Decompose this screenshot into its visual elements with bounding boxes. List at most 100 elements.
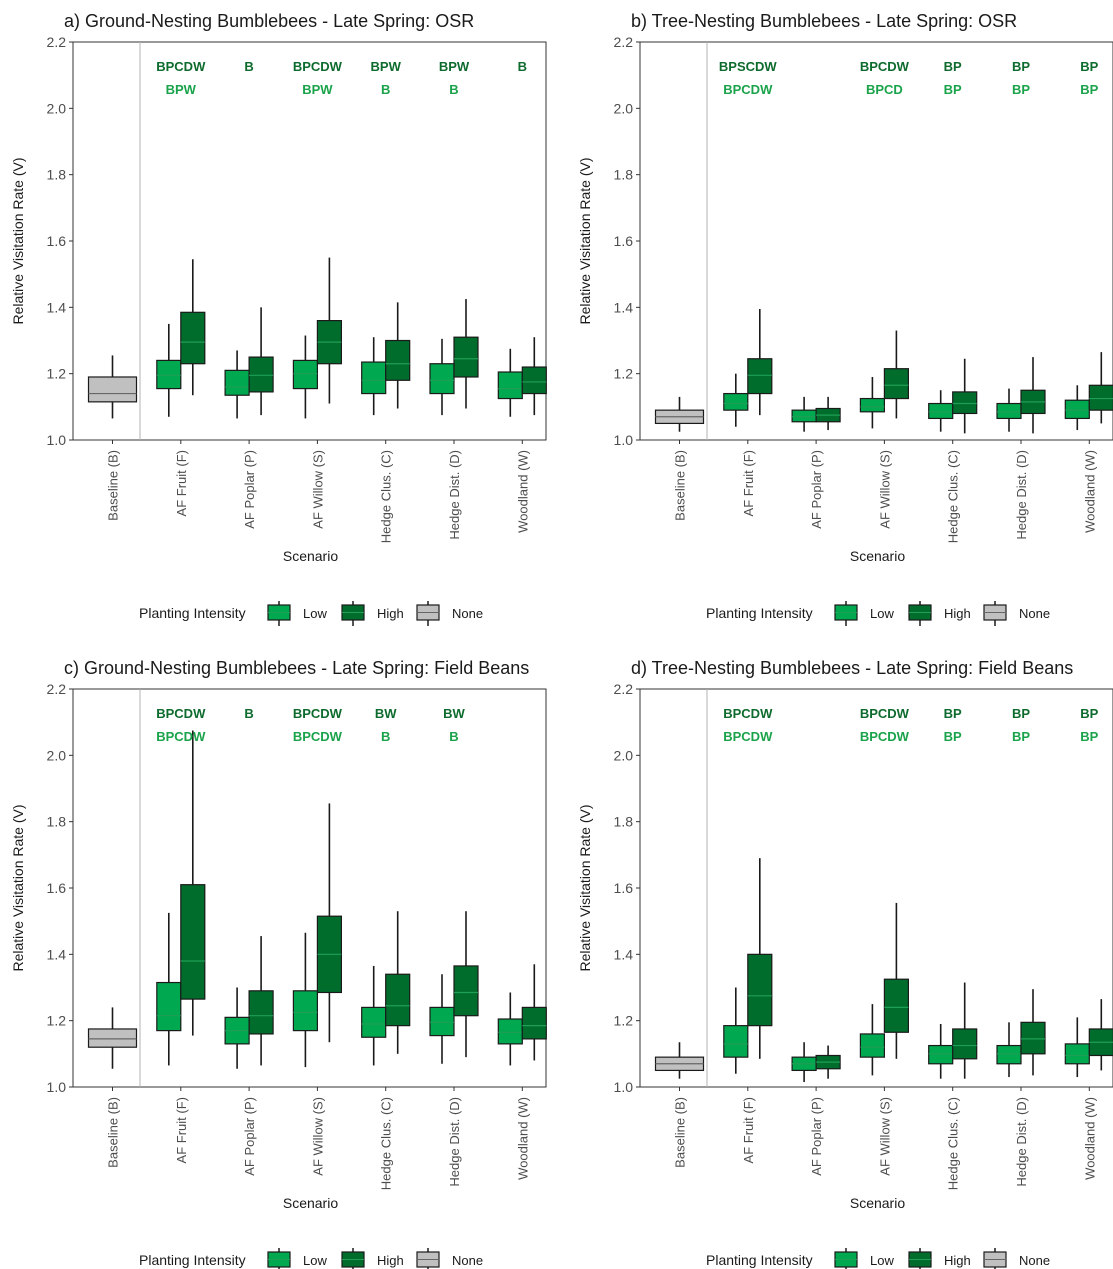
box-high <box>385 302 411 409</box>
y-tick-label: 1.0 <box>614 432 634 448</box>
box-body <box>248 356 274 393</box>
box-low <box>429 974 455 1064</box>
x-tick-label: Baseline (B) <box>673 1097 688 1168</box>
box-none <box>87 355 138 419</box>
box-body <box>385 973 411 1027</box>
box-high <box>385 911 411 1054</box>
box-body <box>156 359 182 390</box>
x-axis-label: Scenario <box>850 548 905 564</box>
box-body <box>521 366 547 395</box>
box-high <box>180 259 206 396</box>
y-tick-label: 1.2 <box>47 366 67 382</box>
chart-panel-2: c) Ground-Nesting Bumblebees - Late Spri… <box>10 658 547 1269</box>
x-tick-label: AF Willow (S) <box>310 450 325 529</box>
legend-item-label: High <box>944 1253 971 1268</box>
significance-low-label: B <box>449 82 458 97</box>
significance-high-label: BP <box>1080 706 1098 721</box>
significance-high-label: BP <box>1012 706 1030 721</box>
box-low <box>156 912 182 1066</box>
x-axis-label: Scenario <box>850 1195 905 1211</box>
x-tick-label: Baseline (B) <box>106 1097 121 1168</box>
legend: Planting Intensity Low High None <box>139 1248 483 1269</box>
panel-title: d) Tree-Nesting Bumblebees - Late Spring… <box>631 658 1073 678</box>
significance-low-label: BPW <box>166 82 197 97</box>
box-low <box>928 1023 954 1079</box>
significance-low-label: BP <box>1012 729 1030 744</box>
box-low <box>723 373 749 427</box>
y-tick-label: 1.4 <box>614 946 634 962</box>
y-tick-label: 2.0 <box>614 747 634 763</box>
significance-high-label: B <box>244 706 253 721</box>
y-tick-label: 1.4 <box>47 299 67 315</box>
y-tick-label: 2.2 <box>614 681 634 697</box>
legend-item-label: None <box>452 1253 483 1268</box>
box-body <box>361 361 387 395</box>
significance-low-label: BPCDW <box>293 729 343 744</box>
x-tick-label: AF Willow (S) <box>310 1097 325 1176</box>
y-tick-label: 2.0 <box>614 100 634 116</box>
box-body <box>952 391 978 415</box>
significance-high-label: BPCDW <box>293 59 343 74</box>
y-tick-label: 1.0 <box>47 1079 67 1095</box>
box-body <box>385 339 411 381</box>
box-body <box>859 397 885 413</box>
y-tick-label: 1.8 <box>614 167 634 183</box>
box-body <box>180 884 206 1000</box>
box-low <box>1064 1017 1090 1078</box>
y-tick-label: 1.4 <box>614 299 634 315</box>
box-low <box>723 987 749 1074</box>
x-tick-label: AF Willow (S) <box>877 1097 892 1176</box>
significance-high-label: BPW <box>439 59 470 74</box>
x-tick-label: AF Poplar (P) <box>242 1097 257 1176</box>
legend-item-label: None <box>1019 1253 1050 1268</box>
significance-low-label: BPCDW <box>156 729 206 744</box>
box-body <box>883 978 909 1033</box>
significance-low-label: BPCD <box>866 82 903 97</box>
y-tick-label: 2.2 <box>47 34 67 50</box>
y-tick-label: 1.4 <box>47 946 67 962</box>
box-low <box>361 337 387 416</box>
panel-title: a) Ground-Nesting Bumblebees - Late Spri… <box>64 11 474 31</box>
x-tick-label: Hedge Clus. (C) <box>379 1097 394 1190</box>
box-body <box>497 1018 523 1045</box>
significance-low-label: BP <box>1012 82 1030 97</box>
box-high <box>248 307 274 416</box>
significance-high-label: BPCDW <box>156 59 206 74</box>
box-high <box>952 358 978 434</box>
x-tick-label: Baseline (B) <box>106 450 121 521</box>
box-none <box>87 1007 138 1069</box>
significance-high-label: BP <box>1012 59 1030 74</box>
y-axis-label: Relative Visitation Rate (V) <box>10 157 26 324</box>
x-tick-label: Hedge Dist. (D) <box>1014 1097 1029 1187</box>
box-body <box>928 1044 954 1065</box>
significance-low-label: BPCDW <box>723 729 773 744</box>
significance-high-label: BPCDW <box>723 706 773 721</box>
box-body <box>521 1006 547 1040</box>
box-body <box>224 369 250 396</box>
box-body <box>361 1006 387 1038</box>
legend-item-label: High <box>944 606 971 621</box>
box-none <box>654 1042 705 1079</box>
x-tick-label: Hedge Dist. (D) <box>447 1097 462 1187</box>
significance-high-label: BW <box>375 706 397 721</box>
box-high <box>1088 999 1113 1071</box>
box-high <box>316 803 342 1043</box>
y-tick-label: 1.0 <box>47 432 67 448</box>
significance-low-label: BPCDW <box>723 82 773 97</box>
box-high <box>316 257 342 404</box>
box-body <box>747 953 773 1027</box>
box-low <box>429 338 455 416</box>
box-low <box>292 932 318 1068</box>
x-axis-label: Scenario <box>283 1195 338 1211</box>
legend-item-label: None <box>452 606 483 621</box>
legend: Planting Intensity Low High None <box>706 1248 1050 1269</box>
y-tick-label: 2.0 <box>47 100 67 116</box>
box-high <box>521 964 547 1061</box>
box-body <box>723 1025 749 1058</box>
box-low <box>224 987 250 1069</box>
significance-high-label: BP <box>944 706 962 721</box>
box-body <box>1064 399 1090 420</box>
y-tick-label: 1.2 <box>614 366 634 382</box>
x-tick-label: AF Willow (S) <box>877 450 892 529</box>
